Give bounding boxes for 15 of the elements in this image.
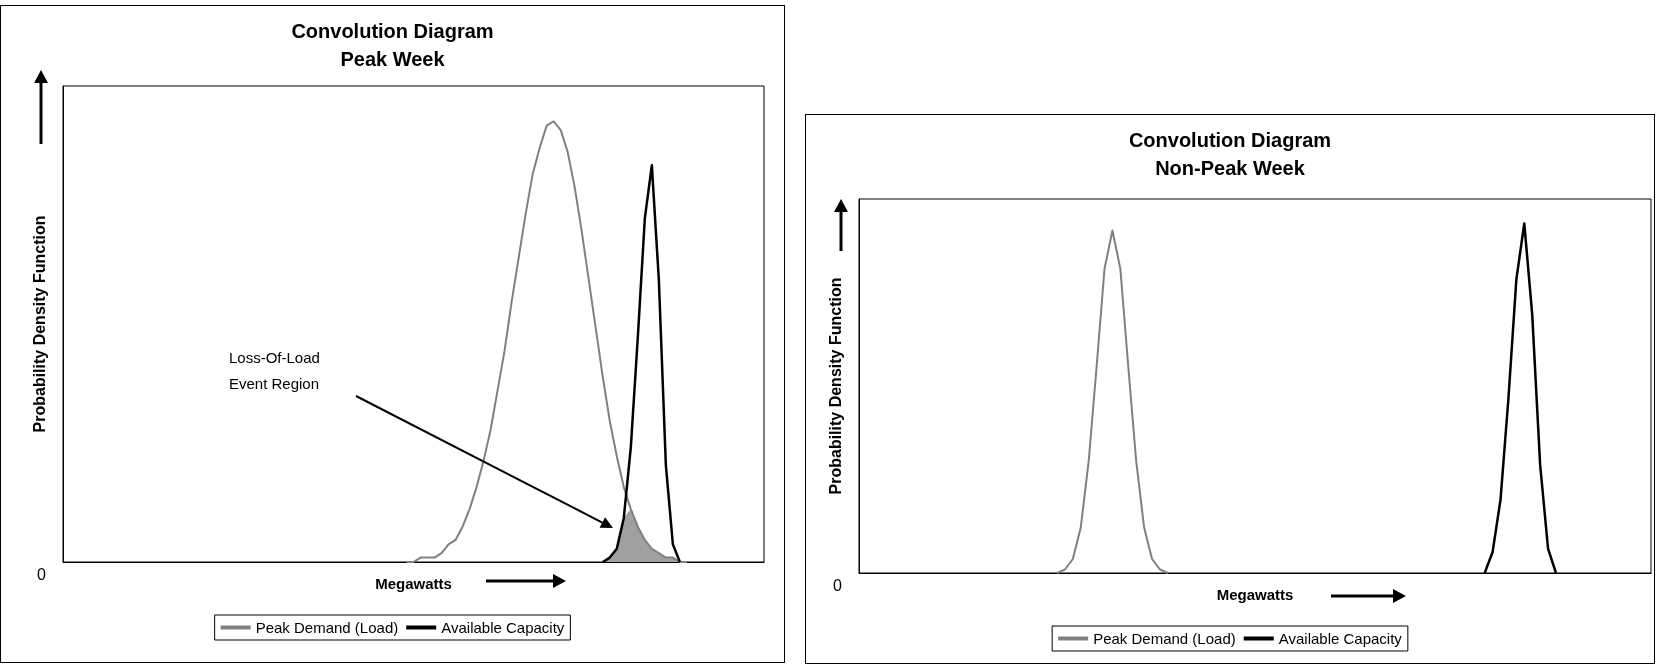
text: 0: [37, 565, 46, 583]
annotation: Loss-Of-Load Event Region: [229, 348, 325, 392]
legend-label: Peak Demand (Load): [255, 619, 399, 636]
x-axis-title: Megawatts: [375, 575, 452, 592]
chart-title: Convolution Diagram: [1128, 129, 1332, 151]
y-axis-title: Probability Density Function: [30, 215, 48, 433]
chart-title: Convolution Diagram: [291, 20, 494, 42]
chart-subtitle: Non-Peak Week: [1155, 157, 1306, 179]
text: 0: [833, 576, 842, 594]
chart-subtitle: Peak Week: [340, 48, 446, 70]
y-axis-title: Probability Density Function: [826, 277, 844, 495]
legend-label: Available Capacity: [1278, 630, 1403, 647]
x-axis-title: Megawatts: [1216, 586, 1294, 603]
legend-label: Available Capacity: [441, 619, 565, 636]
legend-label: Peak Demand (Load): [1093, 630, 1236, 647]
